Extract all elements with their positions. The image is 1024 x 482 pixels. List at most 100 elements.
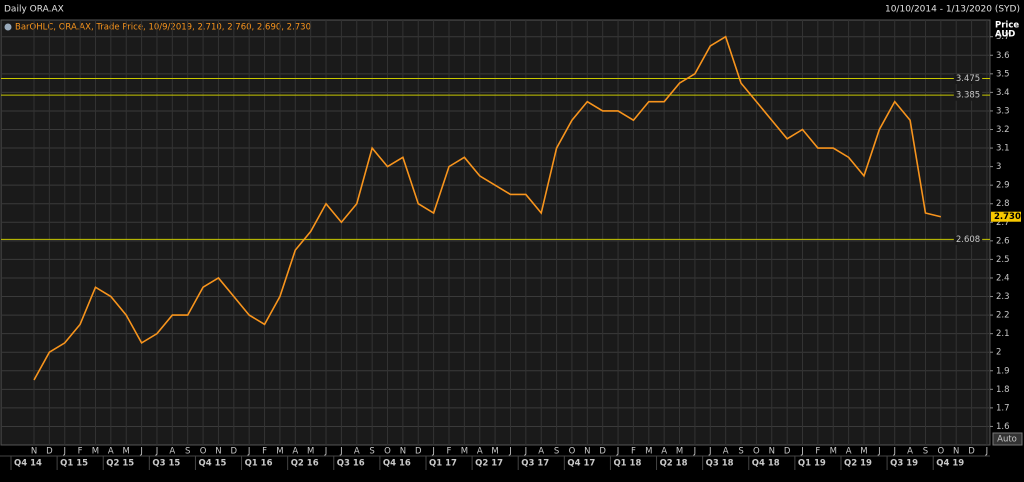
- x-tick-label: M: [92, 447, 99, 457]
- y-tick-label: 3.5: [996, 69, 1010, 79]
- x-tick-label: M: [860, 447, 867, 457]
- x-tick-label: A: [723, 447, 729, 457]
- x-tick-label: J: [139, 447, 143, 457]
- y-tick-label: 3.6: [996, 51, 1010, 61]
- x-tick-label: J: [339, 447, 343, 457]
- quarter-label: Q3 15: [152, 459, 180, 469]
- quarter-label: Q2 16: [291, 459, 319, 469]
- quarter-label: Q4 14: [14, 459, 42, 469]
- quarter-label: Q1 15: [60, 459, 88, 469]
- quarter-label: Q1 18: [613, 459, 641, 469]
- x-tick-label: N: [769, 447, 775, 457]
- x-tick-label: M: [461, 447, 468, 457]
- x-tick-label: F: [262, 447, 267, 457]
- legend-text: BarOHLC, ORA.AX, Trade Price, 10/9/2019,…: [15, 23, 311, 33]
- x-tick-label: F: [815, 447, 820, 457]
- x-tick-label: A: [846, 447, 852, 457]
- level-label-bg: [953, 90, 983, 101]
- last-price-label: 2.730: [994, 212, 1021, 222]
- x-tick-label: A: [907, 447, 913, 457]
- x-tick-label: M: [307, 447, 314, 457]
- y-tick-label: 2.3: [996, 292, 1010, 302]
- quarter-label: Q3 18: [706, 459, 734, 469]
- x-tick-label: J: [524, 447, 528, 457]
- chart-title: Daily ORA.AX: [4, 5, 64, 15]
- x-tick-label: S: [554, 447, 559, 457]
- quarter-label: Q2 15: [106, 459, 134, 469]
- quarter-label: Q3 17: [521, 459, 549, 469]
- y-tick-label: 2: [996, 348, 1001, 358]
- x-tick-label: S: [185, 447, 190, 457]
- quarter-label: Q4 17: [567, 459, 595, 469]
- y-tick-label: 3.3: [996, 106, 1010, 116]
- x-tick-label: N: [584, 447, 590, 457]
- x-tick-label: N: [31, 447, 37, 457]
- y-tick-label: 1.9: [996, 366, 1010, 376]
- quarter-label: Q1 17: [429, 459, 457, 469]
- y-axis-label: Price: [995, 21, 1019, 31]
- x-tick-label: D: [231, 447, 238, 457]
- y-tick-label: 2.5: [996, 255, 1010, 265]
- level-label-bg: [953, 73, 983, 84]
- x-tick-label: M: [676, 447, 683, 457]
- quarter-label: Q3 16: [337, 459, 365, 469]
- x-tick-label: D: [784, 447, 791, 457]
- y-tick-label: 2.4: [996, 273, 1010, 283]
- x-tick-label: J: [892, 447, 896, 457]
- x-tick-label: M: [276, 447, 283, 457]
- y-tick-label: 2.7: [996, 218, 1010, 228]
- x-tick-label: F: [631, 447, 636, 457]
- x-tick-label: M: [830, 447, 837, 457]
- x-tick-label: J: [324, 447, 328, 457]
- x-tick-label: J: [155, 447, 159, 457]
- y-tick-label: 1.7: [996, 403, 1010, 413]
- y-tick-label: 3.1: [996, 144, 1010, 154]
- x-tick-label: F: [447, 447, 452, 457]
- y-tick-label: 3.4: [996, 88, 1010, 98]
- x-tick-label: A: [169, 447, 175, 457]
- x-tick-label: S: [738, 447, 743, 457]
- quarter-label: Q4 18: [752, 459, 780, 469]
- y-tick-label: 2.2: [996, 311, 1010, 321]
- x-tick-label: F: [78, 447, 83, 457]
- quarter-label: Q3 19: [890, 459, 918, 469]
- last-price-tag: [991, 211, 1021, 222]
- quarter-label: Q1 16: [245, 459, 273, 469]
- quarter-label: Q2 19: [844, 459, 872, 469]
- quarter-label: Q2 17: [475, 459, 503, 469]
- x-tick-label: J: [985, 447, 989, 457]
- quarter-label: Q4 15: [198, 459, 226, 469]
- x-tick-label: J: [708, 447, 712, 457]
- level-label: 3.475: [956, 74, 980, 84]
- x-tick-label: D: [599, 447, 606, 457]
- x-tick-label: A: [108, 447, 114, 457]
- x-tick-label: M: [645, 447, 652, 457]
- x-tick-label: N: [953, 447, 959, 457]
- y-tick-label: 3: [996, 162, 1001, 172]
- auto-label[interactable]: Auto: [997, 435, 1017, 445]
- auto-button[interactable]: [992, 432, 1023, 446]
- x-tick-label: A: [661, 447, 667, 457]
- y-tick-label: 2.6: [996, 236, 1010, 246]
- x-tick-label: S: [923, 447, 928, 457]
- x-tick-label: S: [369, 447, 374, 457]
- x-tick-label: O: [753, 447, 760, 457]
- date-range: 10/10/2014 - 1/13/2020 (SYD): [885, 5, 1020, 15]
- price-line: [33, 35, 942, 381]
- x-tick-label: D: [968, 447, 975, 457]
- y-tick-label: 2.1: [996, 329, 1010, 339]
- x-tick-label: J: [62, 447, 66, 457]
- x-tick-label: J: [616, 447, 620, 457]
- x-tick-label: J: [247, 447, 251, 457]
- x-tick-label: A: [354, 447, 360, 457]
- x-tick-label: M: [123, 447, 130, 457]
- y-tick-label: 1.6: [996, 422, 1010, 432]
- x-tick-label: J: [877, 447, 881, 457]
- quarter-label: Q4 19: [936, 459, 964, 469]
- quarter-label: Q4 16: [383, 459, 411, 469]
- level-label: 3.385: [956, 91, 980, 101]
- x-tick-label: A: [538, 447, 544, 457]
- y-tick-label: 2.9: [996, 181, 1010, 191]
- x-tick-label: N: [400, 447, 406, 457]
